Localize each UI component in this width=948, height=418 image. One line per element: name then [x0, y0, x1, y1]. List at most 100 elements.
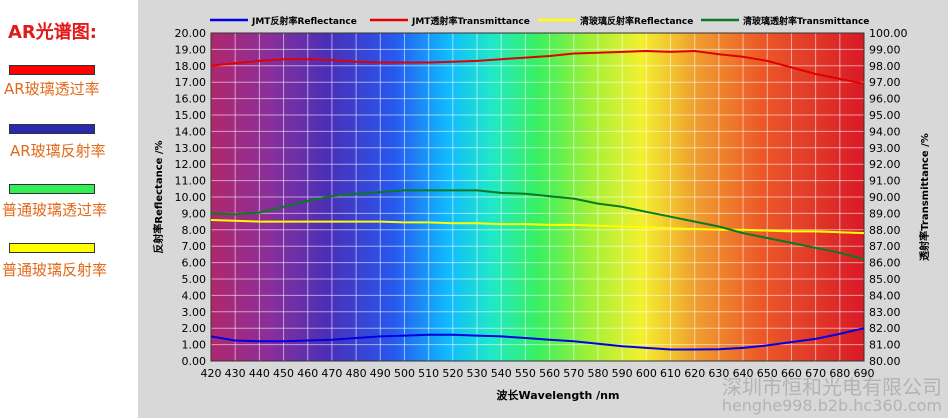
- series-line: [210, 189, 865, 261]
- left-tick-label: 8.00: [182, 224, 207, 237]
- right-tick-label: 92.00: [869, 158, 901, 171]
- x-tick-label: 490: [370, 367, 391, 380]
- x-tick-label: 690: [854, 367, 875, 380]
- left-tick-label: 4.00: [182, 289, 207, 302]
- x-tick-label: 470: [321, 367, 342, 380]
- x-tick-label: 670: [805, 367, 826, 380]
- left-tick-label: 5.00: [182, 273, 207, 286]
- plot-frame: [210, 32, 865, 362]
- left-tick-label: 2.00: [182, 322, 207, 335]
- watermark-url: henghe998.b2b.hc360.com: [721, 396, 942, 415]
- swatch-normal-transmittance: [9, 184, 95, 194]
- x-tick-label: 550: [515, 367, 536, 380]
- left-tick-label: 20.00: [175, 27, 207, 40]
- left-axis-label: 反射率Reflectance /%: [152, 140, 165, 253]
- x-tick-label: 640: [733, 367, 754, 380]
- left-tick-label: 14.00: [175, 125, 207, 138]
- x-tick-label: 530: [467, 367, 488, 380]
- x-tick-label: 630: [708, 367, 729, 380]
- right-tick-label: 87.00: [869, 240, 901, 253]
- left-tick-label: 7.00: [182, 240, 207, 253]
- series-lines: [210, 50, 865, 351]
- left-tick-label: 0.00: [182, 355, 207, 368]
- right-tick-label: 89.00: [869, 207, 901, 220]
- right-tick-label: 97.00: [869, 76, 901, 89]
- left-tick-label: 9.00: [182, 207, 207, 220]
- x-tick-label: 650: [757, 367, 778, 380]
- x-axis-ticks: 420 430 440 450 460 470 480 490 500 510 520 530 540 5…: [201, 367, 875, 380]
- swatch-ar-reflectance: [9, 124, 95, 134]
- right-tick-label: 96.00: [869, 93, 901, 106]
- grid: [210, 32, 865, 362]
- x-tick-label: 460: [297, 367, 318, 380]
- left-tick-label: 6.00: [182, 257, 207, 270]
- x-tick-label: 680: [829, 367, 850, 380]
- right-tick-label: 90.00: [869, 191, 901, 204]
- chart-legend-label: JMT透射率Transmittance: [411, 15, 530, 27]
- left-tick-label: 18.00: [175, 60, 207, 73]
- label-ar-reflectance: AR玻璃反射率: [10, 142, 106, 160]
- chart-legend-label: 清玻璃透射率Transmittance: [743, 15, 869, 27]
- right-tick-label: 82.00: [869, 322, 901, 335]
- right-tick-label: 99.00: [869, 43, 901, 56]
- x-tick-label: 420: [201, 367, 222, 380]
- left-tick-label: 10.00: [175, 191, 207, 204]
- label-normal-reflectance: 普通玻璃反射率: [2, 261, 108, 279]
- x-tick-label: 660: [781, 367, 802, 380]
- x-tick-label: 430: [225, 367, 246, 380]
- right-tick-label: 86.00: [869, 257, 901, 270]
- left-tick-label: 15.00: [175, 109, 207, 122]
- x-axis-label: 波长Wavelength /nm: [497, 388, 620, 402]
- x-tick-label: 570: [563, 367, 584, 380]
- right-tick-label: 80.00: [869, 355, 901, 368]
- right-tick-label: 100.00: [869, 27, 908, 40]
- left-axis-ticks: 0.00 1.00 2.00 3.00 4.00 5.00 6.00 7.00 8.00 9.00…: [175, 27, 207, 368]
- right-tick-label: 84.00: [869, 289, 901, 302]
- x-tick-label: 500: [394, 367, 415, 380]
- x-tick-label: 620: [684, 367, 705, 380]
- x-tick-label: 560: [539, 367, 560, 380]
- swatch-ar-transmittance: [9, 65, 95, 75]
- x-tick-label: 610: [660, 367, 681, 380]
- right-tick-label: 93.00: [869, 142, 901, 155]
- right-axis-ticks: 80.00 81.00 82.00 83.00 84.00 85.00 86.00 87.00…: [869, 27, 908, 368]
- x-tick-label: 540: [491, 367, 512, 380]
- series-line: [210, 327, 865, 351]
- right-tick-label: 98.00: [869, 60, 901, 73]
- chart-legend-label: 清玻璃反射率Reflectance: [580, 15, 693, 27]
- chart-legend: JMT反射率Reflectance JMT透射率Transmittance 清玻璃反…: [210, 15, 869, 27]
- x-tick-label: 520: [442, 367, 463, 380]
- x-tick-label: 440: [249, 367, 270, 380]
- x-tick-label: 480: [346, 367, 367, 380]
- panel-title: AR光谱图:: [8, 22, 97, 43]
- series-line: [210, 219, 865, 235]
- label-ar-transmittance: AR玻璃透过率: [4, 80, 100, 98]
- x-tick-label: 510: [418, 367, 439, 380]
- label-normal-transmittance: 普通玻璃透过率: [2, 201, 108, 219]
- left-tick-label: 1.00: [182, 339, 207, 352]
- watermark-company: 深圳市恒和光电有限公司: [722, 375, 942, 399]
- right-tick-label: 88.00: [869, 224, 901, 237]
- spectrum-chart: 0.00 1.00 2.00 3.00 4.00 5.00 6.00 7.00 8.00 9.00…: [138, 0, 948, 418]
- x-tick-label: 450: [273, 367, 294, 380]
- legend-panel: AR光谱图: AR玻璃透过率 AR玻璃反射率 普通玻璃透过率 普通玻璃反射率: [0, 0, 138, 418]
- x-tick-label: 580: [587, 367, 608, 380]
- right-tick-label: 94.00: [869, 125, 901, 138]
- right-tick-label: 91.00: [869, 175, 901, 188]
- swatch-normal-reflectance: [9, 243, 95, 253]
- right-axis-label: 透射率Transmittance /%: [918, 133, 931, 261]
- right-tick-label: 85.00: [869, 273, 901, 286]
- left-tick-label: 16.00: [175, 93, 207, 106]
- left-tick-label: 17.00: [175, 76, 207, 89]
- left-tick-label: 12.00: [175, 158, 207, 171]
- left-tick-label: 13.00: [175, 142, 207, 155]
- series-line: [210, 50, 865, 85]
- x-tick-label: 590: [612, 367, 633, 380]
- x-tick-label: 600: [636, 367, 657, 380]
- chart-legend-label: JMT反射率Reflectance: [251, 15, 357, 27]
- left-tick-label: 11.00: [175, 175, 207, 188]
- left-tick-label: 19.00: [175, 43, 207, 56]
- right-tick-label: 83.00: [869, 306, 901, 319]
- left-tick-label: 3.00: [182, 306, 207, 319]
- right-tick-label: 95.00: [869, 109, 901, 122]
